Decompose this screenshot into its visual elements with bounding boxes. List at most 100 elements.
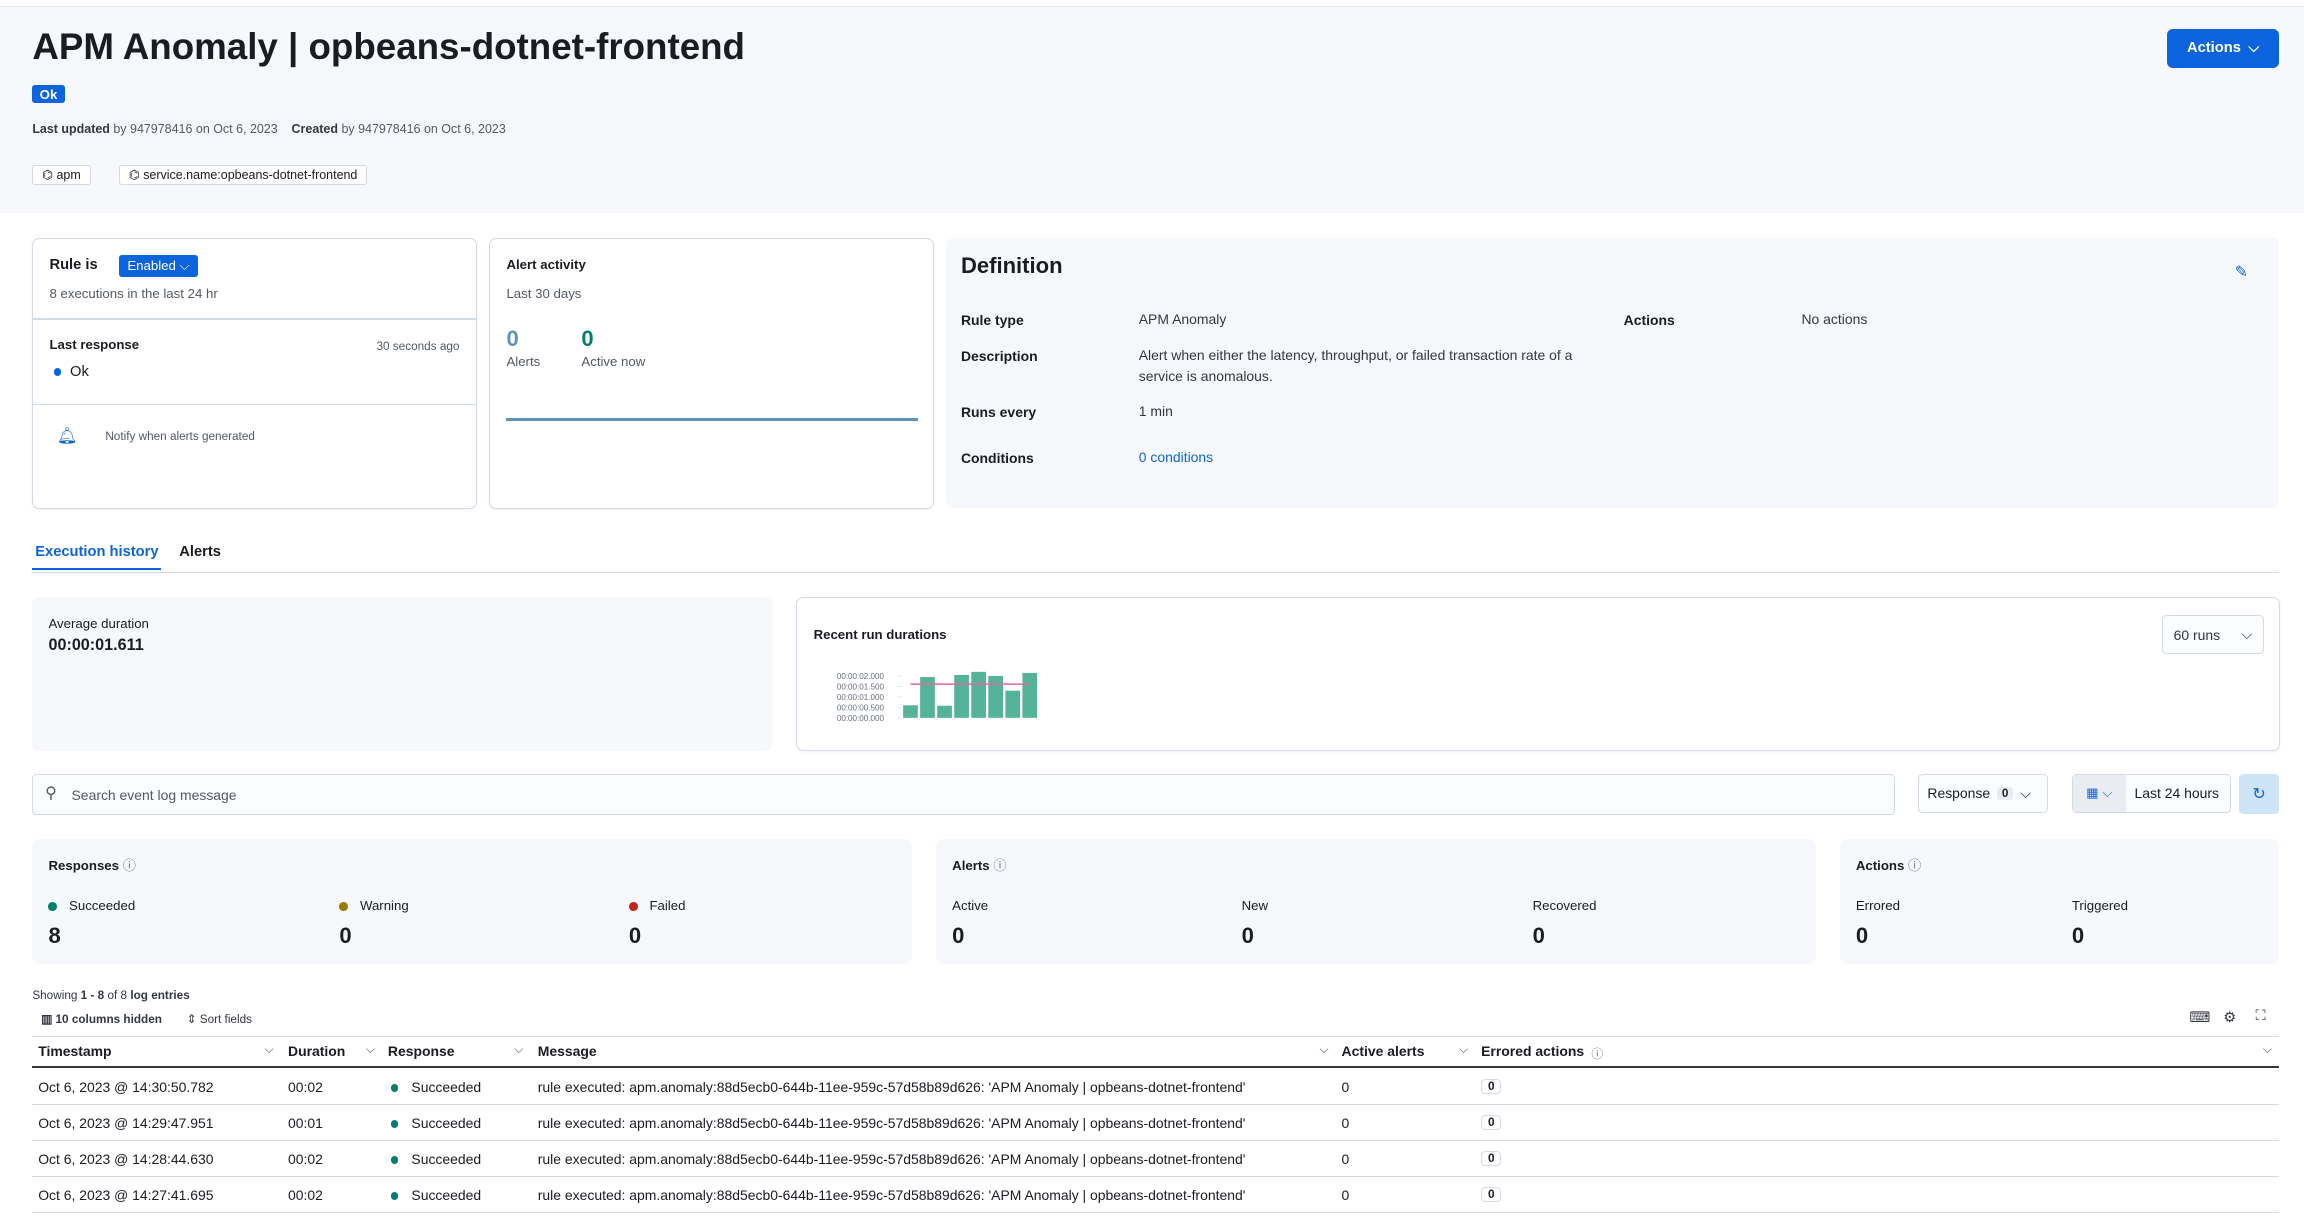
tab-execution-history[interactable]: Execution history xyxy=(32,544,162,571)
rule-meta: Last updated by 947978416 on Oct 6, 2023… xyxy=(32,121,506,136)
actions-button[interactable]: Actions ⌵ xyxy=(2167,29,2280,68)
chevron-down-icon[interactable]: ⌵ xyxy=(1459,1043,1469,1057)
divider xyxy=(33,403,476,406)
cell-message: rule executed: apm.anomaly:88d5ecb0-644b… xyxy=(537,1114,1246,1131)
column-header[interactable]: Errored actions xyxy=(1481,1043,1585,1060)
status-dot xyxy=(390,1156,399,1164)
info-icon: ⓘ xyxy=(1908,858,1922,874)
column-header[interactable]: Duration xyxy=(288,1043,346,1060)
column-header[interactable]: Timestamp xyxy=(38,1043,112,1060)
column-header[interactable]: Response xyxy=(387,1043,455,1060)
duration-bar[interactable] xyxy=(1005,690,1021,719)
fullscreen-icon[interactable]: ⛶ xyxy=(2255,1008,2266,1024)
chevron-down-icon[interactable]: ⌵ xyxy=(365,1043,375,1057)
response-count: 0 xyxy=(1997,786,2013,800)
rule-state-dropdown[interactable]: Enabled ⌵ xyxy=(118,255,199,278)
keyboard-shortcuts-icon[interactable]: ⌨ xyxy=(2189,1010,2211,1027)
info-icon: ⓘ xyxy=(1591,1047,1604,1061)
summary-item-value: 0 xyxy=(1241,922,1254,948)
last-response-time: 30 seconds ago xyxy=(376,340,460,354)
chevron-down-icon[interactable]: ⌵ xyxy=(2262,1043,2272,1057)
alerts-summary-panel: Alerts ⓘ Active 0 New 0 Recovered 0 xyxy=(936,839,1817,964)
column-header[interactable]: Message xyxy=(537,1043,597,1060)
tab-alerts[interactable]: Alerts xyxy=(179,543,221,560)
alerts-count[interactable]: 0 xyxy=(506,325,519,351)
duration-bar[interactable] xyxy=(954,675,970,719)
date-picker[interactable]: ▦ ⌵ Last 24 hours xyxy=(2071,774,2231,813)
cell-active-alerts: 0 xyxy=(1341,1078,1350,1095)
tag-icon: ⌬ xyxy=(42,168,54,183)
alerts-label: Alerts xyxy=(506,353,541,369)
columns-hidden-button[interactable]: ▥ 10 columns hidden xyxy=(41,1013,162,1027)
y-tick-label: 00:00:01.000 xyxy=(837,693,885,702)
summary-item-label: Failed xyxy=(628,898,685,913)
summary-item-value: 0 xyxy=(1532,922,1545,948)
duration-bar[interactable] xyxy=(920,677,935,719)
active-count[interactable]: 0 xyxy=(581,325,594,351)
status-dot xyxy=(48,901,58,911)
tabs-divider xyxy=(32,571,2280,574)
search-placeholder: Search event log message xyxy=(71,787,237,804)
response-filter[interactable]: Response 0 ⌵ xyxy=(1917,774,2049,813)
display-settings-icon[interactable]: ⚙ xyxy=(2223,1010,2237,1027)
notify-setting[interactable]: Notify when alerts generated xyxy=(105,430,255,444)
summary-item-label: Active xyxy=(952,897,989,913)
page-header xyxy=(0,5,2304,213)
conditions-label: Conditions xyxy=(960,449,1034,466)
runs-select[interactable]: 60 runs ⌵ xyxy=(2161,615,2264,654)
info-icon: ⓘ xyxy=(122,858,136,874)
cell-errored-actions: 0 xyxy=(1481,1185,1502,1203)
y-tick-label: 00:00:02.000 xyxy=(837,672,885,681)
tag-apm[interactable]: ⌬ apm xyxy=(32,164,91,185)
cell-active-alerts: 0 xyxy=(1341,1150,1350,1167)
status-dot xyxy=(390,1192,399,1200)
table-row[interactable]: Oct 6, 2023 @ 14:27:41.695 00:02 Succeeded… xyxy=(32,1176,2280,1214)
search-input[interactable]: ⚲ Search event log message xyxy=(32,774,1895,815)
chevron-down-icon: ⌵ xyxy=(2248,40,2260,57)
tag-service-name[interactable]: ⌬ service.name:opbeans-dotnet-frontend xyxy=(119,164,368,185)
info-icon: ⓘ xyxy=(993,858,1007,874)
duration-bar[interactable] xyxy=(937,705,952,719)
conditions-link[interactable]: 0 conditions xyxy=(1138,448,1214,465)
chevron-down-icon[interactable]: ⌵ xyxy=(514,1043,524,1057)
actions-value: No actions xyxy=(1801,310,1868,327)
tag-icon: ⌬ xyxy=(128,168,140,183)
table-row[interactable]: Oct 6, 2023 @ 14:29:47.951 00:01 Succeeded… xyxy=(32,1104,2280,1142)
table-row[interactable]: Oct 6, 2023 @ 14:28:44.630 00:02 Succeeded… xyxy=(32,1140,2280,1178)
cell-duration: 00:01 xyxy=(287,1114,323,1131)
duration-bar[interactable] xyxy=(971,672,987,719)
executions-text: 8 executions in the last 24 hr xyxy=(49,286,218,302)
rule-type-label: Rule type xyxy=(960,311,1024,328)
calendar-icon[interactable]: ▦ ⌵ xyxy=(2072,775,2126,812)
summary-item-value: 8 xyxy=(48,922,61,948)
bell-icon: 🔔︎ xyxy=(56,426,78,445)
duration-bar[interactable] xyxy=(988,676,1004,719)
description-label: Description xyxy=(960,348,1038,365)
cell-errored-actions: 0 xyxy=(1481,1113,1502,1131)
edit-pencil-icon[interactable]: ✎ xyxy=(2234,262,2249,281)
alert-activity-subtitle: Last 30 days xyxy=(506,286,582,302)
active-label: Active now xyxy=(581,353,646,369)
table-row[interactable]: Oct 6, 2023 @ 14:30:50.782 00:02 Succeeded… xyxy=(32,1068,2280,1106)
sort-fields-button[interactable]: ⇕ Sort fields xyxy=(186,1013,252,1027)
summary-item-label: New xyxy=(1241,897,1269,913)
cell-response: Succeeded xyxy=(390,1151,481,1167)
cell-duration: 00:02 xyxy=(287,1186,323,1203)
average-duration-panel: Average duration 00:00:01.611 xyxy=(32,596,773,751)
chevron-down-icon[interactable]: ⌵ xyxy=(264,1043,274,1057)
duration-bar[interactable] xyxy=(903,705,918,719)
summary-item-value: 0 xyxy=(952,922,965,948)
rule-status-card: Rule is Enabled ⌵ 8 executions in the la… xyxy=(32,238,477,509)
runs-every-value: 1 min xyxy=(1138,403,1173,420)
definition-panel: Definition ✎ Rule type APM Anomaly Descr… xyxy=(946,238,2280,509)
avg-duration-label: Average duration xyxy=(48,615,149,631)
status-dot xyxy=(628,901,638,911)
column-header[interactable]: Active alerts xyxy=(1341,1043,1425,1060)
cell-response: Succeeded xyxy=(390,1187,481,1203)
chevron-down-icon[interactable]: ⌵ xyxy=(1319,1043,1329,1057)
duration-bar[interactable] xyxy=(1022,673,1038,719)
refresh-button[interactable]: ↻ xyxy=(2239,774,2280,815)
alert-activity-sparkline xyxy=(506,418,918,422)
summary-item-label: Warning xyxy=(339,898,409,913)
recent-runs-panel: Recent run durations 60 runs ⌵ 00:00:00.0… xyxy=(796,596,2280,752)
